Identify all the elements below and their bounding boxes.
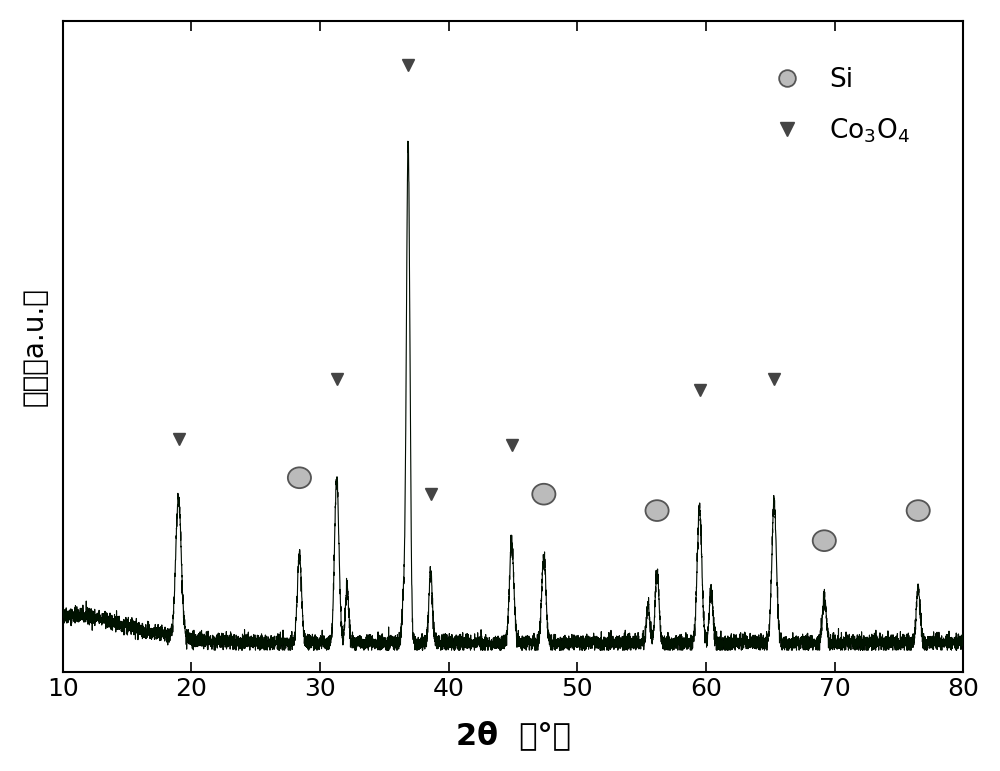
X-axis label: 2θ  （°）: 2θ （°）	[456, 720, 570, 750]
Ellipse shape	[907, 500, 930, 521]
Ellipse shape	[288, 467, 311, 488]
Y-axis label: 强度（a.u.）: 强度（a.u.）	[21, 287, 49, 406]
Ellipse shape	[532, 483, 555, 504]
Ellipse shape	[645, 500, 669, 521]
Ellipse shape	[813, 530, 836, 551]
Legend: Si, Co$_3$O$_4$: Si, Co$_3$O$_4$	[758, 53, 923, 158]
